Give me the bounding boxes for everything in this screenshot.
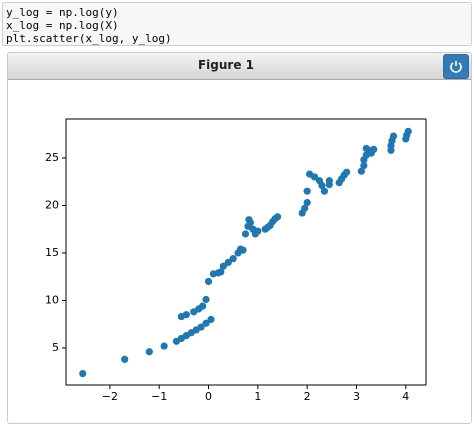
point [121, 355, 129, 363]
point [301, 204, 309, 212]
point [318, 181, 326, 190]
point [273, 213, 282, 221]
point [310, 173, 319, 181]
point [160, 342, 168, 350]
point [207, 315, 215, 324]
point [182, 311, 190, 319]
point [246, 218, 255, 227]
x-tick-label: 2 [304, 390, 311, 403]
x-tick-label: 0 [205, 390, 212, 403]
x-tick-label: −2 [102, 390, 118, 403]
close-button[interactable] [443, 54, 469, 79]
x-tick-label: 3 [353, 390, 360, 403]
point [202, 295, 210, 304]
point [254, 227, 262, 235]
point [239, 246, 247, 254]
figure-header: Figure 1 [8, 53, 471, 80]
point [241, 230, 250, 238]
point [360, 161, 368, 170]
code-cell[interactable]: y_log = np.log(y) x_log = np.log(X) plt.… [2, 2, 472, 46]
figure-title: Figure 1 [197, 58, 255, 72]
y-tick-label: 10 [45, 293, 59, 306]
y-tick-label: 25 [45, 151, 59, 164]
point [79, 370, 87, 378]
y-tick-label: 20 [45, 198, 59, 211]
point [204, 277, 213, 286]
point [202, 319, 210, 327]
point [145, 348, 153, 356]
x-tick-label: 4 [402, 390, 409, 403]
point [404, 127, 412, 135]
y-tick-label: 5 [52, 341, 59, 354]
x-tick-label: 1 [254, 390, 261, 403]
point [303, 199, 311, 207]
point [217, 268, 225, 276]
point [199, 302, 207, 310]
code-line: plt.scatter(x_log, y_log) [6, 32, 172, 45]
point [389, 132, 398, 140]
code-line: y_log = np.log(y) [6, 6, 119, 19]
point [197, 323, 205, 331]
axes-frame [65, 118, 427, 386]
code-line: x_log = np.log(X) [6, 19, 119, 32]
point [325, 177, 333, 185]
power-icon [450, 61, 462, 73]
point [229, 255, 237, 263]
x-tick-label: −1 [151, 390, 167, 403]
point [320, 187, 329, 195]
point [343, 168, 351, 176]
point [224, 258, 232, 267]
y-tick-label: 15 [45, 246, 59, 259]
point [219, 262, 227, 270]
point [303, 187, 311, 195]
point [357, 167, 365, 175]
point [370, 145, 378, 153]
figure-widget: Figure 1 [7, 52, 472, 424]
